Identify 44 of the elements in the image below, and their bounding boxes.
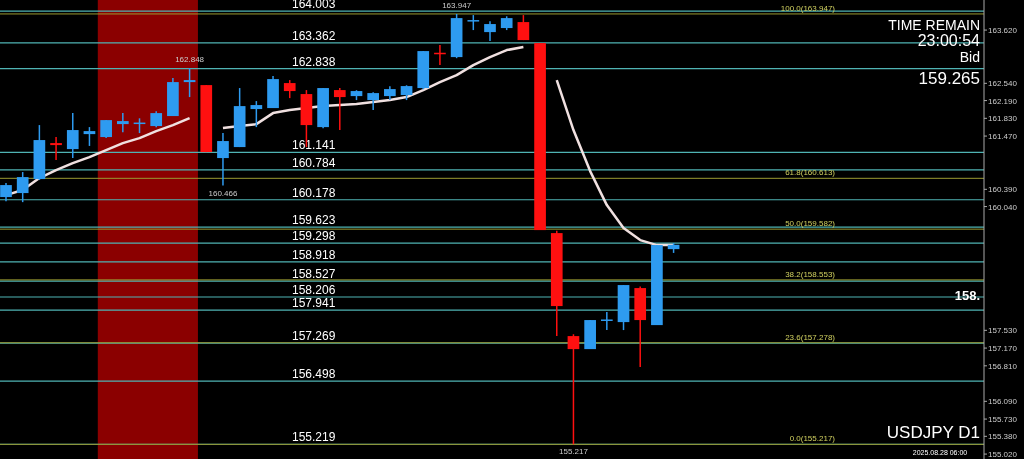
y-tick-label: 155.730 [988,415,1018,425]
annotation: Bid [959,49,980,65]
ref-line-label: 162.838 [292,54,336,69]
ref-line-label: 155.219 [292,430,336,445]
ref-line-label: 0.0(155.217) [789,434,836,444]
y-tick-label: 160.390 [988,185,1018,195]
ref-line-label: 158.918 [292,247,336,262]
ref-line-label: 50.0(159.582) [785,219,836,229]
y-tick-label: 156.090 [988,397,1018,407]
annotation: 163.947 [442,0,472,10]
y-tick-label: 161.470 [988,132,1018,142]
annotation: 155.217 [558,447,589,457]
ref-line-label: 159.623 [292,213,336,228]
y-tick-label: 155.020 [988,450,1018,459]
ref-line-label: 158.527 [292,267,336,282]
ref-line-label: 100.0(163.947) [780,3,836,13]
ref-line-label: 158.206 [292,282,336,297]
y-tick-label: 162.190 [988,96,1018,106]
ref-line-label: 61.8(160.613) [785,168,836,178]
ref-line-label: 156.498 [292,367,336,382]
ref-line-label: 164.003 [292,0,336,12]
ref-line-label: 163.362 [292,28,336,43]
ref-line-label: 161.141 [292,138,336,153]
y-tick-label: 162.540 [988,79,1018,89]
annotation: 158. [954,288,980,303]
annotation: 160.466 [208,188,238,198]
y-tick-label: 157.170 [988,344,1018,354]
ref-line-label: 159.298 [292,229,336,244]
y-tick-label: 155.380 [988,432,1018,442]
ref-line-label: 157.269 [292,329,336,344]
annotation: TIME REMAIN [888,17,980,33]
ref-line-label: 157.941 [292,296,336,311]
annotation: USDJPY D1 [886,423,980,442]
ref-line-label: 38.2(158.553) [785,269,836,279]
y-tick-label: 161.830 [988,114,1018,124]
y-tick-label: 163.620 [988,26,1018,36]
annotation: 23:00:54 [917,32,981,49]
y-tick-label: 157.530 [988,326,1018,336]
ref-line-label: 160.178 [292,185,336,200]
y-tick-label: 160.040 [988,202,1018,212]
y-tick-label: 156.810 [988,361,1018,371]
ref-line-label: 23.6(157.278) [785,332,836,342]
ref-line-label: 160.784 [292,155,336,170]
annotation: 159.265 [918,69,980,88]
